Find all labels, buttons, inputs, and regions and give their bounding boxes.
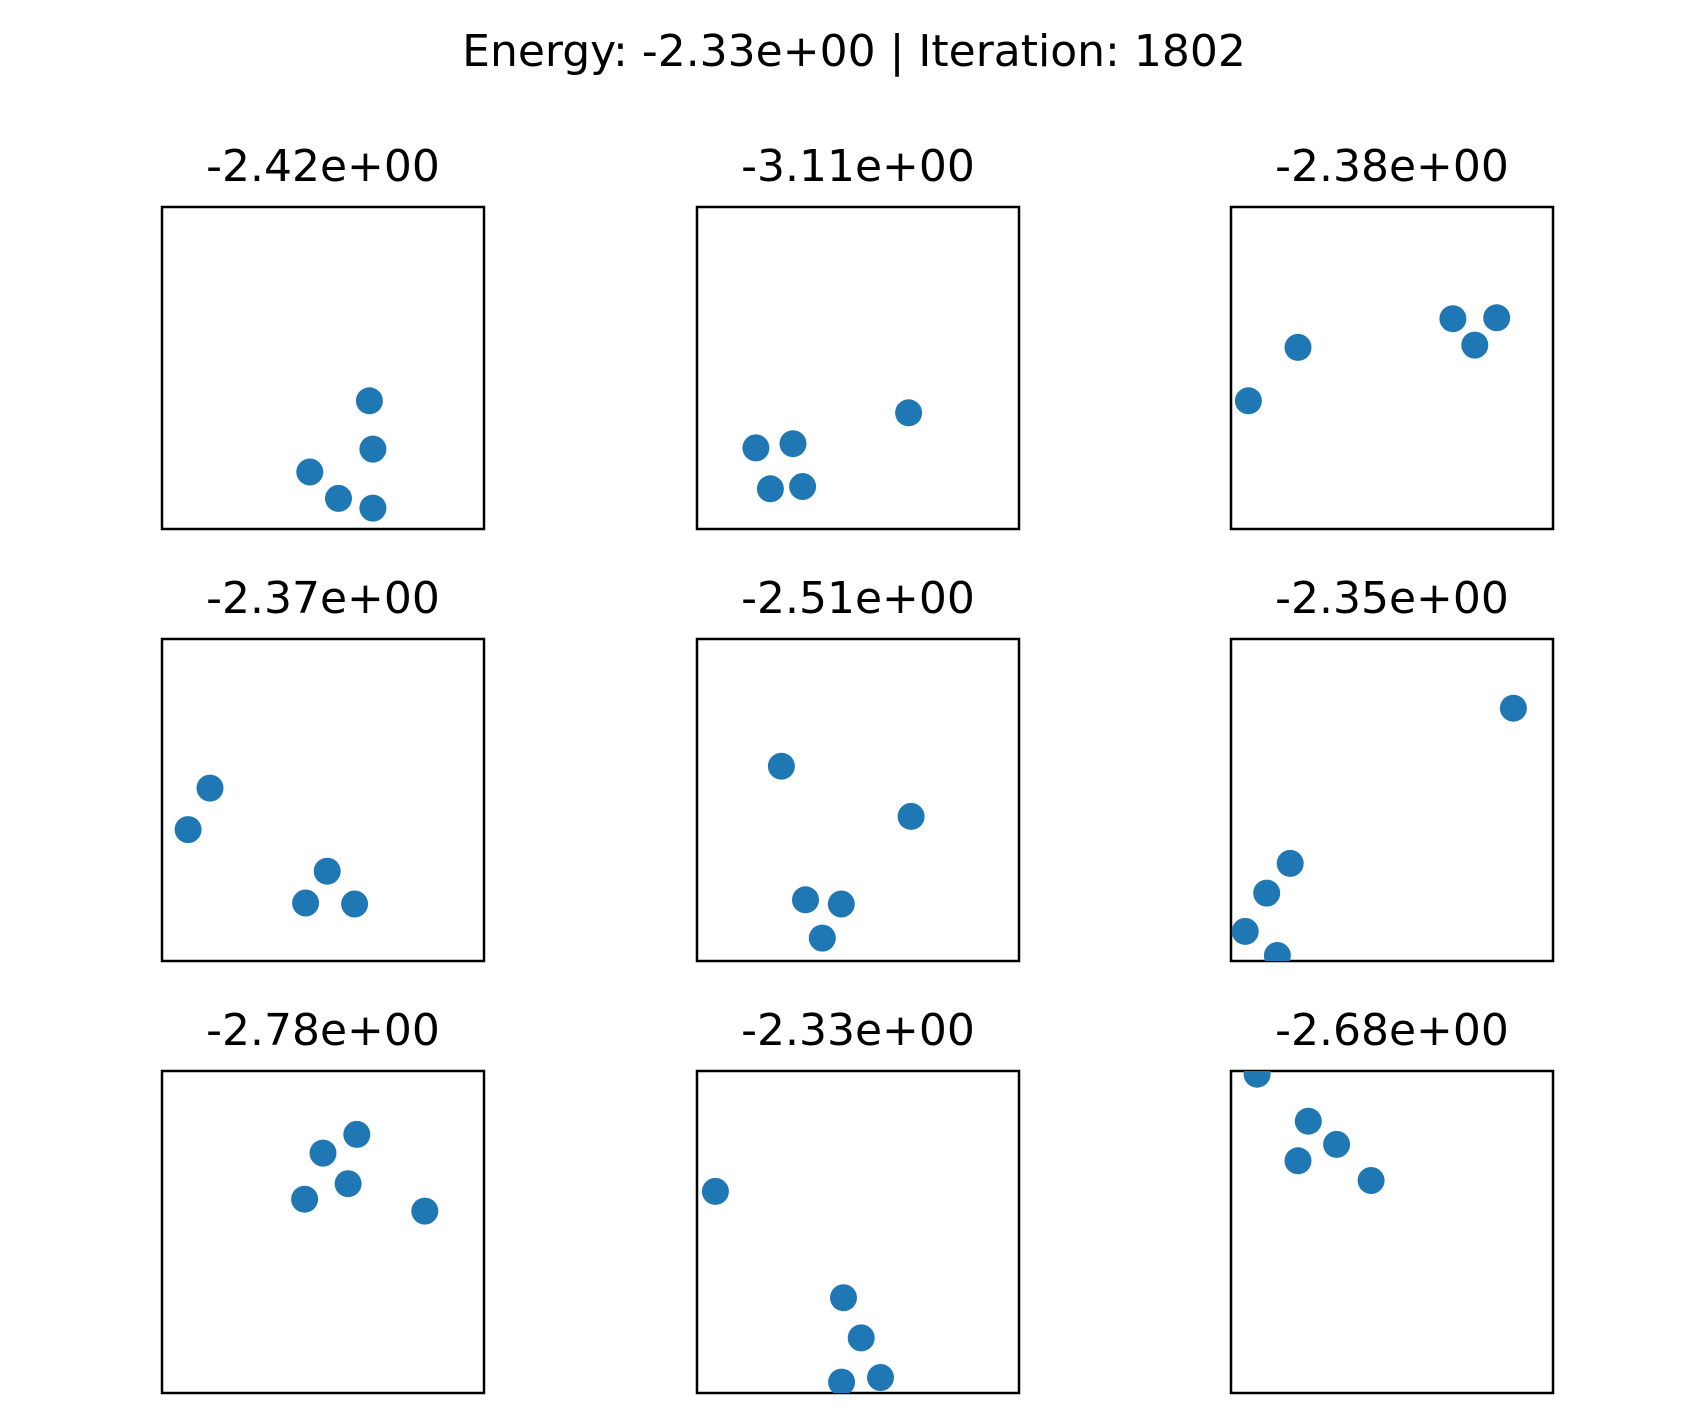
scatter-point bbox=[1284, 1147, 1312, 1175]
subplot-frame bbox=[695, 205, 1021, 531]
scatter-point bbox=[867, 1364, 894, 1391]
scatter-point bbox=[411, 1197, 439, 1225]
scatter-point bbox=[341, 890, 369, 918]
scatter-point bbox=[1276, 849, 1304, 877]
subplot-1: -2.42e+00 bbox=[160, 141, 486, 531]
scatter-point bbox=[830, 1284, 857, 1312]
scatter-point bbox=[1253, 879, 1281, 907]
scatter-point bbox=[313, 857, 341, 885]
scatter-points bbox=[767, 752, 925, 952]
scatter-point bbox=[359, 435, 387, 463]
subplot-5: -2.51e+00 bbox=[695, 573, 1021, 963]
scatter-point bbox=[1234, 387, 1262, 415]
subplot-title: -2.38e+00 bbox=[1275, 141, 1509, 192]
scatter-point bbox=[174, 816, 202, 844]
scatter-point bbox=[1243, 1071, 1271, 1088]
subplot-grid: -2.42e+00 -3.11e+00 -2.38e+00 -2.37e+00 -2.5… bbox=[160, 141, 1555, 1395]
scatter-point bbox=[701, 1177, 729, 1205]
scatter-points bbox=[1231, 694, 1527, 961]
scatter-point bbox=[355, 387, 383, 415]
scatter-points bbox=[1243, 1071, 1385, 1194]
scatter-point bbox=[1284, 333, 1312, 361]
subplot-2: -3.11e+00 bbox=[695, 141, 1021, 531]
subplot-4: -2.37e+00 bbox=[160, 573, 486, 963]
scatter-point bbox=[756, 475, 784, 503]
scatter-point bbox=[1439, 305, 1467, 333]
subplot-title: -3.11e+00 bbox=[741, 141, 975, 192]
scatter-point bbox=[808, 924, 836, 952]
scatter-point bbox=[767, 752, 795, 780]
subplot-title: -2.68e+00 bbox=[1275, 1005, 1509, 1056]
scatter-point bbox=[359, 494, 387, 522]
scatter-point bbox=[827, 890, 855, 918]
scatter-point bbox=[1483, 304, 1511, 332]
subplot-8: -2.33e+00 bbox=[695, 1005, 1021, 1395]
subplot-title: -2.33e+00 bbox=[741, 1005, 975, 1056]
subplot-title: -2.42e+00 bbox=[206, 141, 440, 192]
subplot-frame bbox=[1229, 205, 1555, 531]
subplot-9: -2.68e+00 bbox=[1229, 1005, 1555, 1395]
scatter-point bbox=[789, 473, 817, 500]
scatter-point bbox=[292, 889, 320, 917]
scatter-points bbox=[291, 1120, 439, 1225]
scatter-point bbox=[291, 1185, 319, 1213]
scatter-point bbox=[196, 774, 224, 802]
subplot-frame bbox=[160, 205, 486, 531]
scatter-point bbox=[779, 430, 807, 458]
subplot-title: -2.35e+00 bbox=[1275, 573, 1509, 624]
scatter-point bbox=[792, 886, 819, 914]
scatter-point bbox=[1357, 1167, 1385, 1194]
scatter-point bbox=[1263, 942, 1291, 961]
scatter-point bbox=[296, 458, 324, 486]
scatter-point bbox=[1294, 1107, 1322, 1135]
figure-title: Energy: -2.33e+00 | Iteration: 1802 bbox=[462, 26, 1246, 77]
scatter-point bbox=[847, 1324, 875, 1352]
subplot-6: -2.35e+00 bbox=[1229, 573, 1555, 963]
subplot-7: -2.78e+00 bbox=[160, 1005, 486, 1395]
scatter-points bbox=[296, 387, 387, 522]
subplot-frame bbox=[1229, 1069, 1555, 1395]
subplot-frame bbox=[1229, 637, 1555, 963]
subplot-frame bbox=[160, 1069, 486, 1395]
subplot-3: -2.38e+00 bbox=[1229, 141, 1555, 531]
subplot-title: -2.78e+00 bbox=[206, 1005, 440, 1056]
subplot-title: -2.51e+00 bbox=[741, 573, 975, 624]
scatter-points bbox=[742, 399, 923, 503]
scatter-point bbox=[1323, 1130, 1351, 1158]
scatter-point bbox=[1461, 331, 1489, 359]
scatter-points bbox=[701, 1177, 894, 1393]
scatter-points bbox=[1234, 304, 1511, 415]
scatter-point bbox=[325, 484, 352, 512]
scatter-point bbox=[343, 1120, 371, 1148]
scatter-points bbox=[174, 774, 369, 918]
scatter-point bbox=[742, 434, 770, 462]
scatter-point bbox=[334, 1170, 362, 1198]
scatter-point bbox=[895, 399, 923, 427]
subplot-title: -2.37e+00 bbox=[206, 573, 440, 624]
scatter-point bbox=[1231, 917, 1259, 945]
scatter-point bbox=[309, 1139, 337, 1167]
subplot-frame bbox=[695, 637, 1021, 963]
scatter-point bbox=[897, 802, 925, 830]
scatter-point bbox=[828, 1368, 856, 1393]
scatter-point bbox=[1499, 694, 1527, 722]
